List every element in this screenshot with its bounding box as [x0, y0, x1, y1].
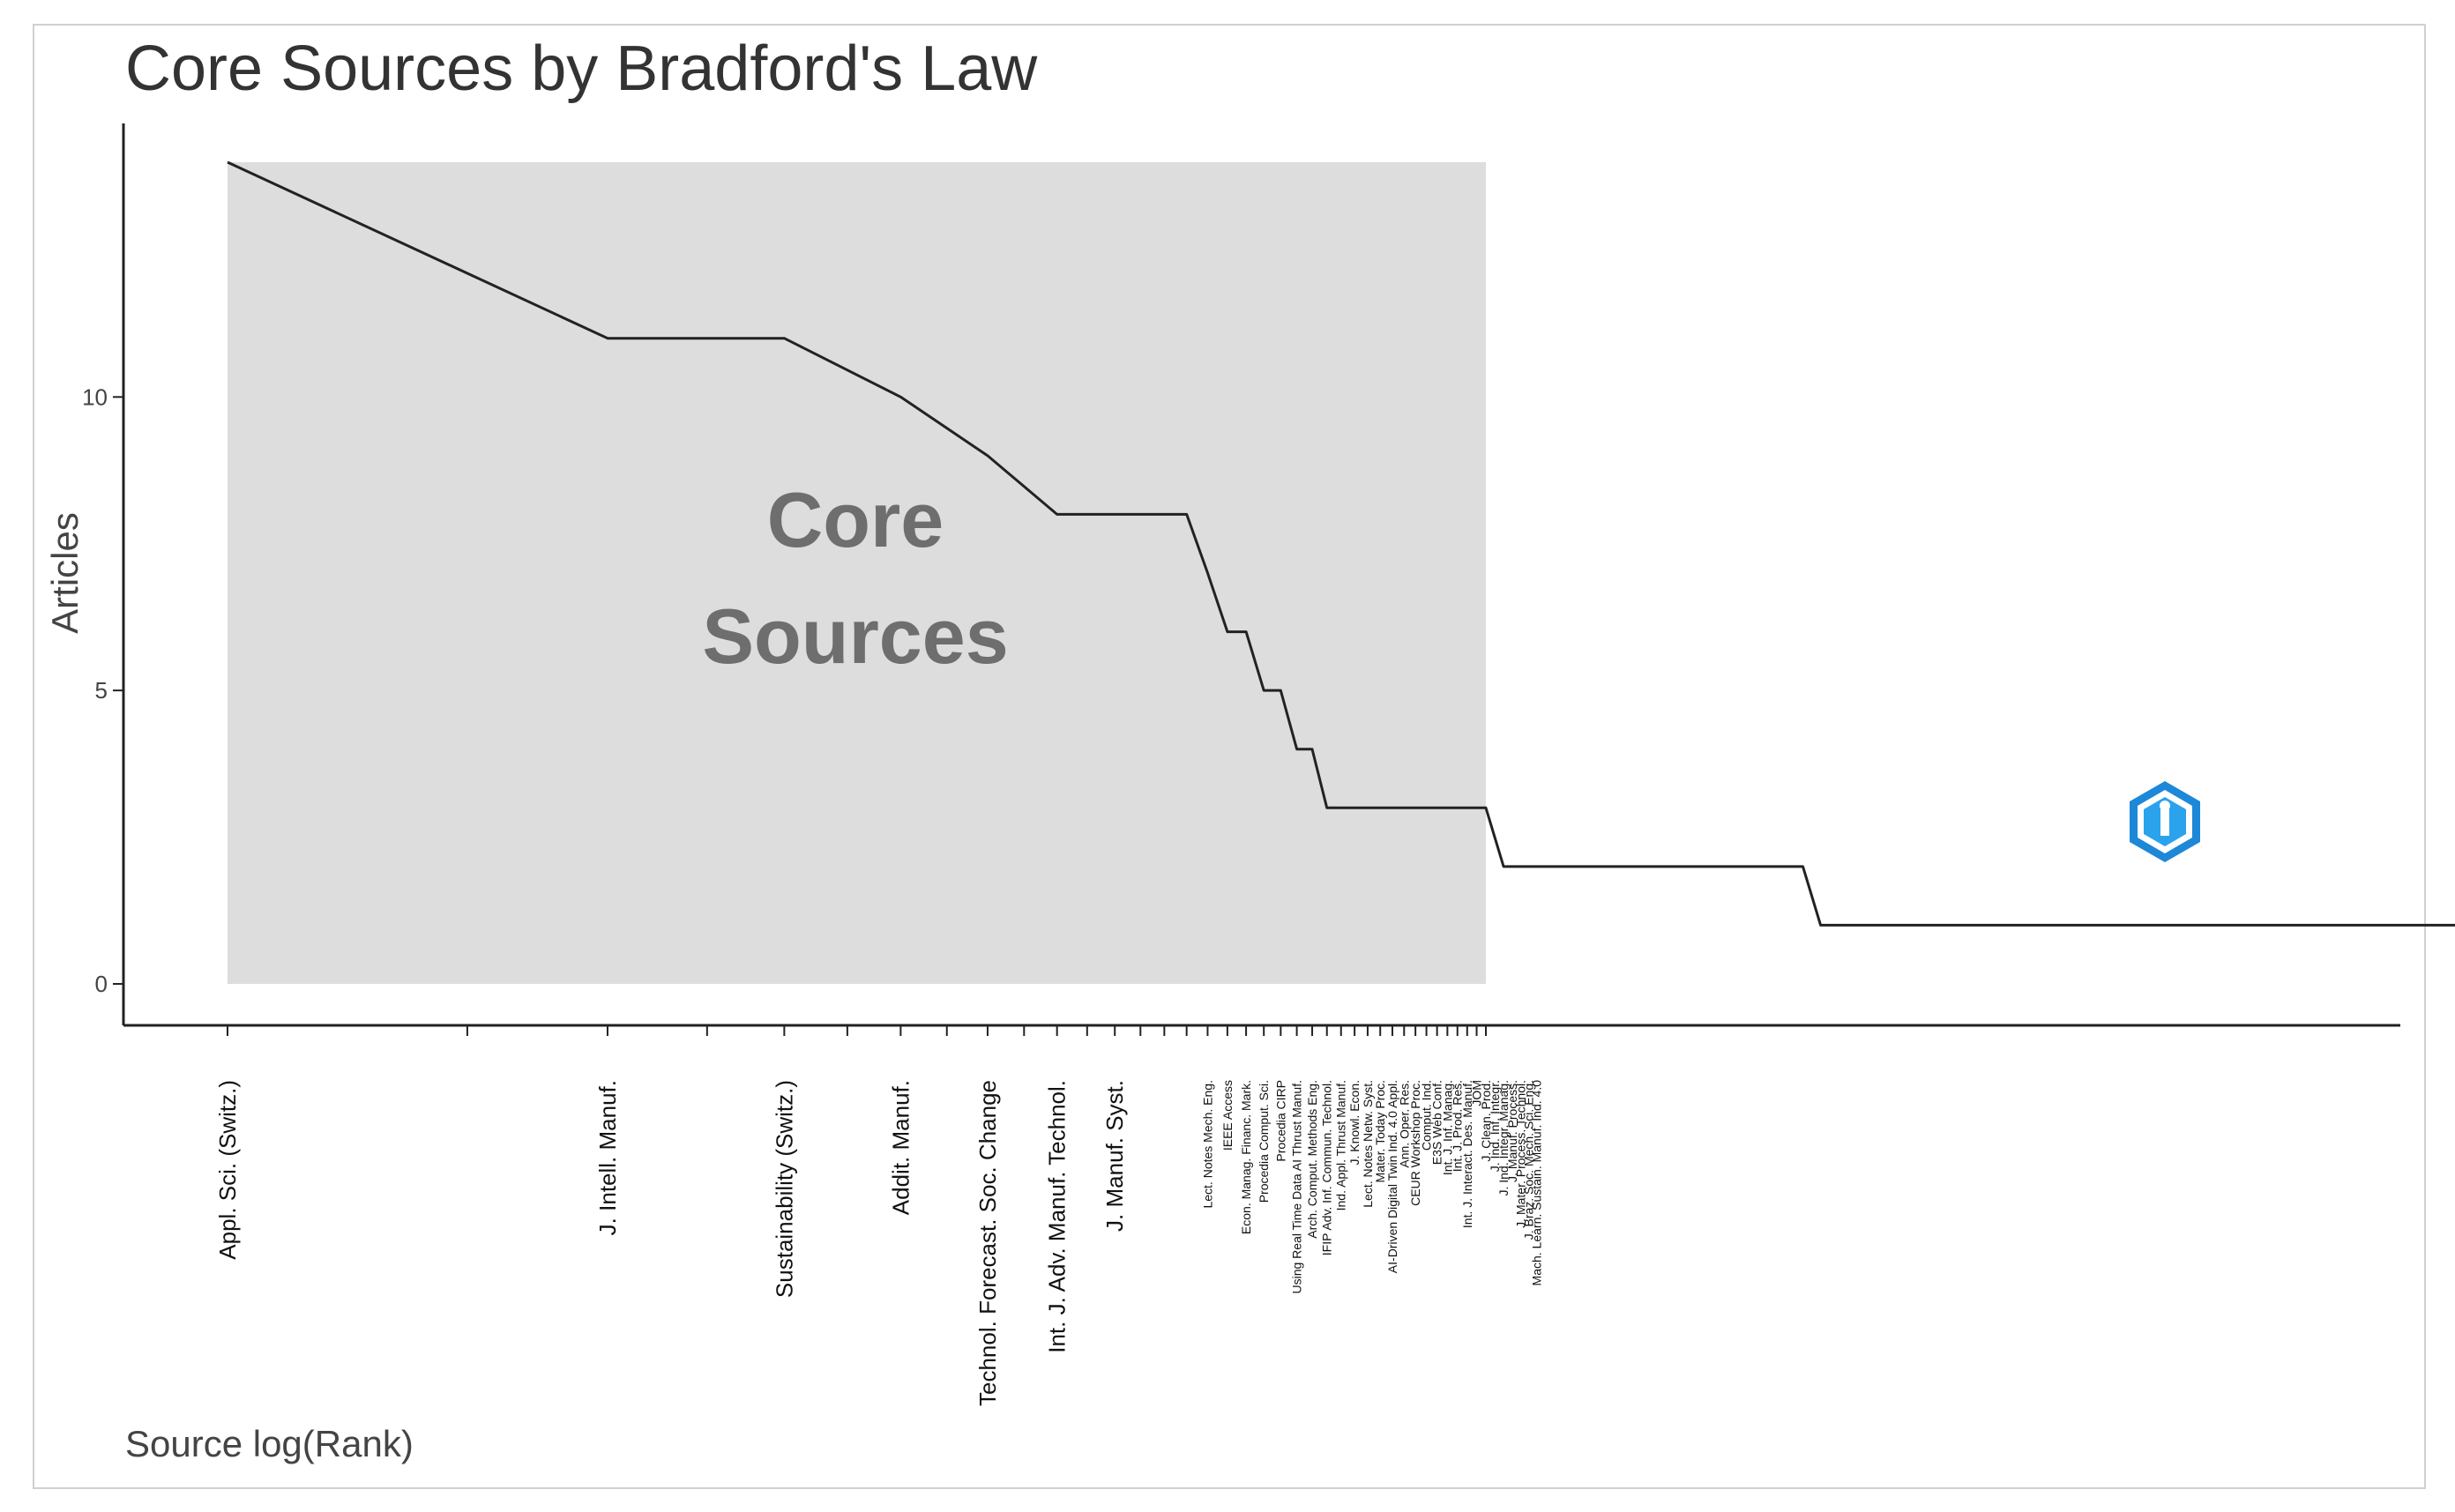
x-tick-label: J. Clean. Prod. [1479, 1080, 1493, 1162]
x-tick-label: Int. J. Prod. Res. [1451, 1080, 1465, 1172]
y-axis-ticks: 0 5 10 [82, 384, 123, 997]
x-tick-label: Using Real Time Data AI Thrust Manuf. [1290, 1080, 1304, 1294]
x-tick-label: J. Ind. Inf. Integr. [1488, 1080, 1502, 1172]
x-tick-label: J. Mater. Process. Technol. [1513, 1080, 1527, 1228]
y-tick-label: 5 [95, 677, 108, 704]
x-tick-label: AI-Driven Digital Twin Ind. 4.0 Appl. [1385, 1080, 1399, 1273]
y-tick-label: 10 [82, 384, 108, 410]
x-tick-label: CEUR Workshop Proc. [1408, 1080, 1422, 1206]
x-tick-label: Comput. Ind. [1420, 1080, 1434, 1151]
x-tick-label: JOM [1470, 1080, 1484, 1106]
x-tick-label: Procedia CIRP [1273, 1080, 1287, 1162]
x-tick-label: Int. J. Interact. Des. Manuf. [1460, 1080, 1474, 1228]
x-tick-label: Procedia Comput. Sci. [1257, 1080, 1271, 1203]
x-tick-label: Mach. Learn. Sustain. Manuf. Ind. 4.0 [1530, 1080, 1544, 1286]
watermark-badge-icon [2130, 781, 2200, 862]
x-tick-label: Appl. Sci. (Switz.) [214, 1080, 241, 1260]
x-tick-label: IFIP Adv. Inf. Commun. Technol. [1320, 1080, 1334, 1255]
x-tick-label: Technol. Forecast. Soc. Change [974, 1080, 1001, 1406]
x-tick-label: J. Knowl. Econ. [1347, 1080, 1362, 1166]
x-tick-label: Addit. Manuf. [887, 1080, 914, 1215]
y-tick-label: 0 [95, 971, 108, 997]
chart-title: Core Sources by Bradford's Law [125, 34, 1038, 104]
x-tick-label: Sustainability (Switz.) [771, 1080, 797, 1298]
x-tick-label: Ind. Appl. Thrust Manuf. [1334, 1080, 1348, 1210]
x-axis-ticks: Appl. Sci. (Switz.) J. Intell. Manuf. Sust… [214, 1025, 1544, 1406]
core-zone-label: Core Sources [702, 476, 1008, 680]
x-tick-label: IEEE Access [1220, 1080, 1235, 1151]
series-layer [227, 160, 2455, 927]
x-tick-label: Int. J. Inf. Manag. [1440, 1080, 1454, 1175]
x-tick-label: J. Intell. Manuf. [594, 1080, 621, 1235]
x-tick-label: Int. J. Adv. Manuf. Technol. [1044, 1080, 1071, 1353]
x-tick-label: Ann. Oper. Res. [1397, 1080, 1411, 1168]
x-tick-label: J. Manuf. Syst. [1101, 1080, 1128, 1232]
y-axis-label: Articles [44, 512, 86, 634]
core-zone-rect [228, 162, 1486, 984]
core-zone: Core Sources [228, 162, 1486, 984]
x-tick-label: Lect. Notes Mech. Eng. [1200, 1080, 1214, 1209]
series-line [227, 160, 2455, 927]
x-tick-label: J. Manuf. Process. [1505, 1080, 1519, 1182]
x-tick-label: Econ. Manag. Financ. Mark. [1239, 1080, 1253, 1234]
x-tick-label: J. Ind. Integr. Manag. [1496, 1080, 1511, 1196]
x-axis-label: Source log(Rank) [125, 1423, 414, 1464]
x-tick-label: Mater. Today Proc. [1373, 1080, 1387, 1182]
x-tick-label: E3S Web Conf. [1430, 1080, 1444, 1165]
axes [122, 123, 2400, 1027]
x-tick-label: Lect. Notes Netw. Syst. [1361, 1080, 1375, 1208]
x-tick-label: Arch. Comput. Methods Eng. [1305, 1080, 1319, 1239]
x-tick-label: J. Braz. Soc. Mech. Sci. Eng. [1521, 1080, 1535, 1240]
